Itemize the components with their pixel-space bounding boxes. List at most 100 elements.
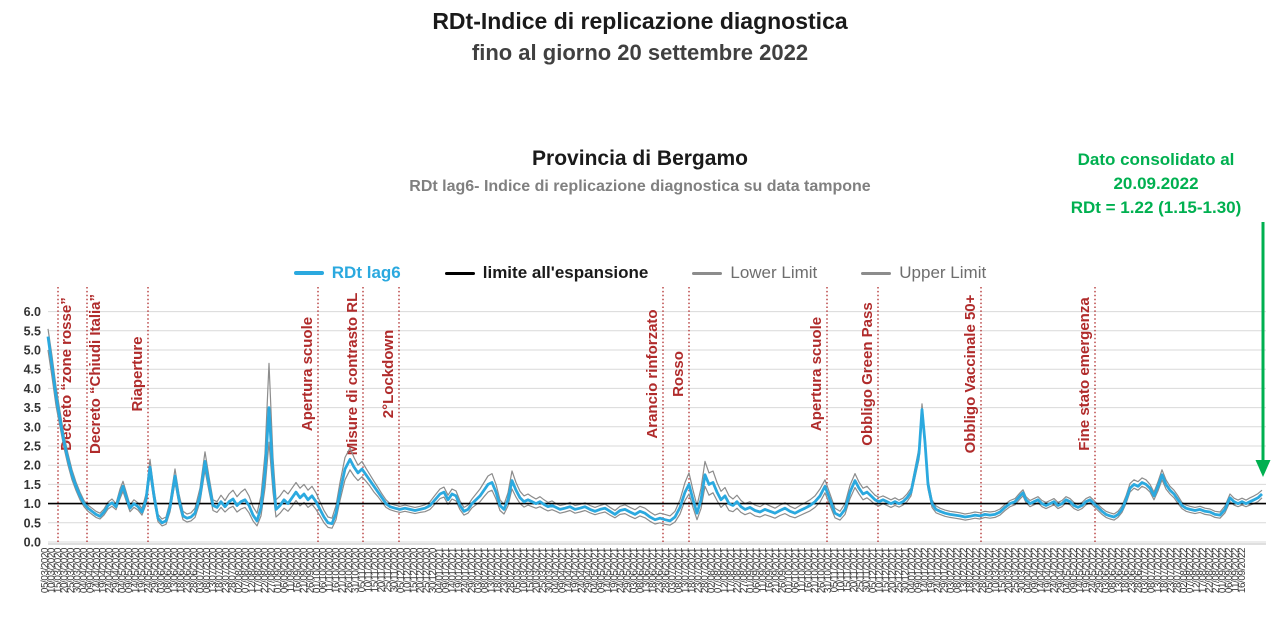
chart-subtitle: RDt lag6- Indice di replicazione diagnos… (409, 178, 871, 195)
x-tick-label: 29/05/2022 (1095, 547, 1106, 593)
legend-label: limite all'espansione (482, 263, 649, 282)
x-tick-label: 12/08/2020 (247, 547, 258, 593)
x-tick-label: 25/11/2021 (855, 547, 866, 592)
x-tick-label: 21/09/2021 (771, 547, 782, 593)
x-tick-label: 21/10/2021 (810, 547, 821, 593)
x-tick-label: 28/06/2020 (189, 547, 200, 593)
x-tick-label: 23/06/2022 (1127, 547, 1138, 593)
x-tick-label: 12/08/2021 (719, 547, 730, 593)
x-tick-label: 19/05/2020 (137, 547, 148, 593)
x-tick-label: 14/01/2021 (448, 547, 459, 593)
x-tick-label: 14/05/2020 (131, 547, 142, 593)
x-tick-label: 23/07/2021 (694, 547, 705, 593)
x-tick-label: 20/03/2022 (1004, 547, 1015, 593)
y-tick-label: 5.5 (24, 324, 41, 338)
x-tick-label: 22/08/2021 (732, 547, 743, 593)
y-tick-label: 0.5 (24, 516, 41, 530)
x-tick-label: 11/10/2021 (797, 547, 808, 592)
x-tick-label: 25/03/2022 (1011, 547, 1022, 593)
consolidated-note: Dato consolidato al 20.09.2022 RDt = 1.2… (1038, 148, 1274, 220)
x-tick-label: 22/08/2022 (1205, 547, 1216, 593)
x-tick-label: 06/09/2020 (279, 547, 290, 593)
x-tick-label: 16/10/2021 (804, 547, 815, 593)
x-tick-label: 06/10/2021 (791, 547, 802, 593)
x-tick-label: 17/08/2022 (1198, 547, 1209, 593)
legend-item-limite-all-espansione: limite all'espansione (444, 263, 649, 283)
x-tick-label: 27/08/2022 (1211, 547, 1222, 593)
x-tick-label: 30/03/2021 (545, 547, 556, 593)
x-tick-label: 05/03/2022 (985, 547, 996, 593)
x-tick-label: 05/11/2020 (357, 547, 368, 592)
x-tick-label: 29/04/2021 (584, 547, 595, 593)
x-tick-label: 19/04/2020 (98, 547, 109, 593)
x-tick-label: 19/05/2021 (609, 547, 620, 593)
x-tick-label: 30/12/2020 (428, 547, 439, 593)
x-tick-label: 15/12/2021 (881, 547, 892, 593)
x-tick-label: 17/08/2020 (254, 547, 265, 593)
x-tick-label: 13/02/2021 (486, 547, 497, 593)
x-tick-label: 27/08/2021 (739, 547, 750, 593)
x-tick-label: 13/06/2021 (642, 547, 653, 593)
x-tick-label: 19/05/2022 (1082, 547, 1093, 593)
x-tick-label: 09/04/2020 (85, 547, 96, 593)
x-tick-label: 05/03/2020 (40, 547, 51, 593)
x-tick-label: 20/03/2020 (59, 547, 70, 593)
x-tick-label: 24/01/2021 (461, 547, 472, 593)
x-tick-label: 20/11/2020 (377, 547, 388, 592)
x-tick-label: 04/04/2021 (551, 547, 562, 593)
legend-item-lower-limit: Lower Limit (692, 263, 817, 283)
x-tick-label: 08/06/2021 (635, 547, 646, 593)
x-tick-label: 29/04/2020 (111, 547, 122, 593)
x-tick-label: 14/04/2020 (92, 547, 103, 593)
x-tick-label: 08/06/2022 (1108, 547, 1119, 593)
x-tick-label: 28/07/2021 (700, 547, 711, 593)
x-tick-label: 10/12/2020 (402, 547, 413, 593)
x-tick-label: 31/10/2021 (823, 547, 834, 593)
x-tick-label: 29/05/2020 (150, 547, 161, 593)
x-tick-label: 13/06/2020 (169, 547, 180, 593)
event-label: Arancio rinforzato (644, 309, 661, 438)
x-tick-label: 11/10/2020 (325, 547, 336, 592)
legend-swatch (692, 271, 723, 275)
x-tick-label: 24/05/2020 (144, 547, 155, 593)
x-tick-label: 08/07/2020 (202, 547, 213, 593)
x-tick-label: 23/02/2021 (499, 547, 510, 593)
x-tick-label: 28/06/2021 (661, 547, 672, 593)
event-label: Apertura scuole (808, 317, 825, 431)
x-tick-label: 23/07/2020 (221, 547, 232, 593)
rdt-lag6-line (46, 336, 1263, 525)
x-tick-label: 26/10/2020 (344, 547, 355, 593)
y-tick-label: 5.0 (24, 344, 41, 358)
x-tick-label: 25/03/2020 (66, 547, 77, 593)
x-tick-label: 23/07/2022 (1166, 547, 1177, 593)
x-tick-label: 10/03/2021 (519, 547, 530, 593)
x-tick-label: 03/06/2021 (629, 547, 640, 593)
legend-item-upper-limit: Upper Limit (861, 263, 986, 283)
x-tick-label: 13/07/2021 (681, 547, 692, 593)
x-tick-label: 14/05/2022 (1075, 547, 1086, 593)
x-tick-label: 19/04/2022 (1043, 547, 1054, 593)
event-label: Fine stato emergenza (1076, 297, 1093, 451)
x-tick-label: 23/06/2020 (182, 547, 193, 593)
consolidated-note-line2: 20.09.2022 (1113, 174, 1199, 193)
x-tick-label: 10/03/2020 (47, 547, 58, 593)
x-tick-label: 29/01/2021 (467, 547, 478, 593)
x-tick-label: 10/12/2021 (875, 547, 886, 593)
x-tick-label: 17/08/2021 (726, 547, 737, 593)
x-tick-label: 30/12/2021 (901, 547, 912, 593)
x-tick-label: 05/03/2021 (512, 547, 523, 593)
x-tick-label: 09/01/2021 (441, 547, 452, 593)
x-tick-label: 13/02/2022 (959, 547, 970, 593)
x-tick-label: 24/04/2021 (577, 547, 588, 593)
x-tick-label: 28/07/2020 (228, 547, 239, 593)
x-tick-label: 11/09/2022 (1231, 547, 1242, 592)
y-tick-label: 1.0 (24, 497, 41, 511)
x-tick-label: 07/08/2021 (713, 547, 724, 593)
x-tick-label: 30/03/2022 (1017, 547, 1028, 593)
x-tick-label: 01/09/2020 (273, 547, 284, 593)
x-tick-label: 26/09/2021 (778, 547, 789, 593)
x-tick-label: 20/11/2021 (849, 547, 860, 592)
x-tick-label: 26/10/2021 (816, 547, 827, 593)
x-tick-label: 01/10/2020 (312, 547, 323, 593)
